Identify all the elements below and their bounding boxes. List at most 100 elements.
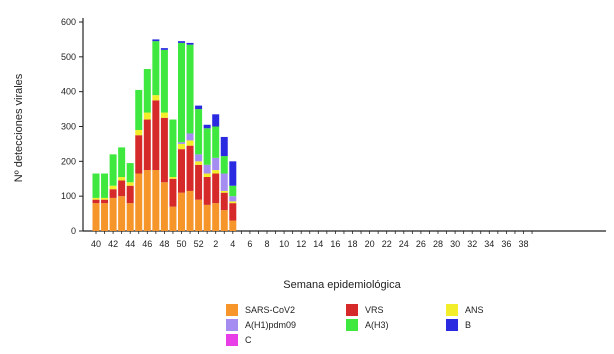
bar-segment	[195, 109, 203, 155]
bars-group	[92, 39, 237, 231]
legend-swatch	[226, 319, 238, 331]
bar-segment	[160, 112, 168, 118]
legend-label: C	[245, 335, 252, 345]
bar-segment	[135, 173, 143, 231]
bar-segment	[203, 164, 211, 174]
y-tick-label: 0	[71, 226, 76, 236]
y-tick-label: 500	[61, 52, 76, 62]
x-tick-label: 30	[450, 239, 460, 249]
bar-segment	[220, 136, 228, 157]
bar-segment	[220, 210, 228, 231]
legend-item: ANS	[446, 304, 526, 316]
bar-segment	[160, 48, 168, 50]
x-tick-label: 22	[382, 239, 392, 249]
bar-segment	[212, 114, 220, 127]
x-tick-label: 14	[313, 239, 323, 249]
bar-segment	[169, 206, 177, 231]
x-tick-label: 10	[279, 239, 289, 249]
bar-segment	[92, 199, 100, 204]
bar-segment	[186, 42, 194, 45]
legend-swatch	[446, 319, 458, 331]
bar-segment	[229, 220, 237, 231]
bar-segment	[126, 163, 134, 183]
bar-segment	[118, 196, 126, 231]
bar-segment	[195, 199, 203, 231]
bar-segment	[212, 170, 220, 174]
bar-segment	[143, 69, 151, 113]
legend-label: ANS	[465, 305, 484, 315]
bar-segment	[160, 117, 168, 183]
bar-segment	[101, 173, 109, 198]
bar-segment	[101, 199, 109, 204]
bar-segment	[92, 197, 100, 200]
bar-segment	[152, 41, 160, 96]
y-tick-label: 600	[61, 17, 76, 27]
bar-segment	[152, 95, 160, 101]
bar-segment	[203, 204, 211, 231]
bar-segment	[229, 161, 237, 186]
bar-segment	[178, 41, 185, 43]
legend-label: SARS-CoV2	[245, 305, 296, 315]
y-tick-label: 100	[61, 191, 76, 201]
x-tick-label: 6	[247, 239, 252, 249]
x-tick-label: 46	[142, 239, 152, 249]
bar-segment	[220, 156, 228, 174]
bar-segment	[212, 203, 220, 231]
bar-segment	[152, 100, 160, 171]
bar-segment	[118, 180, 126, 197]
legend-item: SARS-CoV2	[226, 304, 346, 316]
bar-segment	[212, 126, 220, 158]
bar-segment	[109, 189, 117, 198]
bar-segment	[178, 42, 185, 143]
bar-segment	[109, 154, 117, 186]
bar-segment	[195, 164, 203, 200]
bar-segment	[195, 154, 203, 162]
bar-segment	[203, 128, 211, 165]
bar-segment	[186, 145, 194, 191]
legend-swatch	[226, 304, 238, 316]
x-tick-label: 24	[399, 239, 409, 249]
legend-swatch	[226, 334, 238, 346]
bar-segment	[135, 89, 143, 130]
bar-segment	[92, 173, 100, 198]
x-axis-label: Semana epidemiológica	[283, 279, 401, 291]
legend-item: VRS	[346, 304, 446, 316]
bar-segment	[126, 185, 134, 204]
x-tick-label: 28	[433, 239, 443, 249]
x-tick-label: 50	[176, 239, 186, 249]
bar-segment	[203, 177, 211, 205]
bar-segment	[143, 112, 151, 120]
x-tick-label: 42	[108, 239, 118, 249]
bar-segment	[195, 161, 203, 165]
x-tick-label: 44	[125, 239, 135, 249]
bar-segment	[92, 203, 100, 231]
x-tick-label: 4	[230, 239, 235, 249]
bar-segment	[135, 135, 143, 174]
bar-segment	[169, 119, 177, 178]
bar-segment	[186, 190, 194, 231]
x-tick-label: 52	[194, 239, 204, 249]
bar-segment	[169, 178, 177, 207]
bar-segment	[195, 105, 203, 110]
bar-segment	[160, 49, 168, 113]
legend-swatch	[446, 304, 458, 316]
legend-item: A(H1)pdm09	[226, 319, 346, 331]
legend-label: VRS	[365, 305, 384, 315]
bar-segment	[126, 182, 134, 186]
bar-segment	[203, 173, 211, 178]
bar-segment	[212, 157, 220, 171]
bar-segment	[135, 129, 143, 136]
legend-item: A(H3)	[346, 319, 446, 331]
legend-item: C	[226, 334, 346, 346]
legend-label: A(H1)pdm09	[245, 320, 297, 330]
x-tick-label: 48	[159, 239, 169, 249]
x-tick-label: 26	[416, 239, 426, 249]
x-tick-label: 38	[518, 239, 528, 249]
bar-segment	[160, 182, 168, 231]
bar-segment	[220, 190, 228, 193]
bar-segment	[101, 197, 109, 200]
x-tick-label: 34	[484, 239, 494, 249]
bar-segment	[118, 177, 126, 181]
